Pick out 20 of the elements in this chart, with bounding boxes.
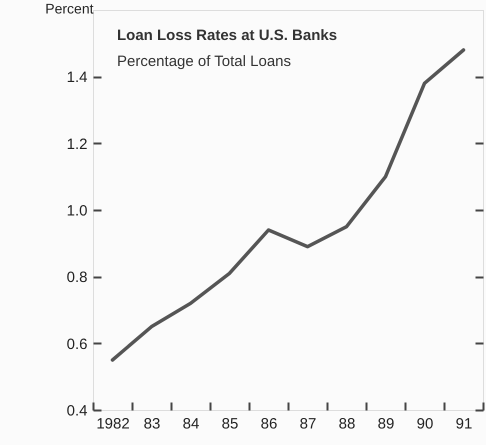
x-tick-label: 83 xyxy=(144,416,160,432)
x-tick-label: 1982 xyxy=(96,416,130,432)
x-tick-label: 84 xyxy=(182,416,200,432)
x-tick-label: 87 xyxy=(300,416,316,432)
x-tick-label: 90 xyxy=(416,416,434,432)
text: Loan Loss Rates at U.S. Banks xyxy=(117,27,338,44)
x-tick-label: 91 xyxy=(456,416,472,432)
y-axis-title: Percent xyxy=(45,0,94,16)
x-tick-label: 89 xyxy=(378,416,394,432)
y-tick-label: 0.6 xyxy=(66,336,88,353)
line-series xyxy=(110,48,466,362)
y-tick-label: 0.4 xyxy=(66,402,88,420)
x-tick-label: 88 xyxy=(338,416,356,432)
x-tick-label: 85 xyxy=(222,416,238,432)
y-tick-label: 0.8 xyxy=(66,269,88,286)
x-tick-label: 86 xyxy=(260,416,278,432)
text: Percentage of Total Loans xyxy=(117,53,292,70)
y-tick-label: 1.2 xyxy=(66,136,88,153)
y-tick-label: 1.0 xyxy=(66,202,88,220)
y-tick-label: 1.4 xyxy=(66,69,88,86)
